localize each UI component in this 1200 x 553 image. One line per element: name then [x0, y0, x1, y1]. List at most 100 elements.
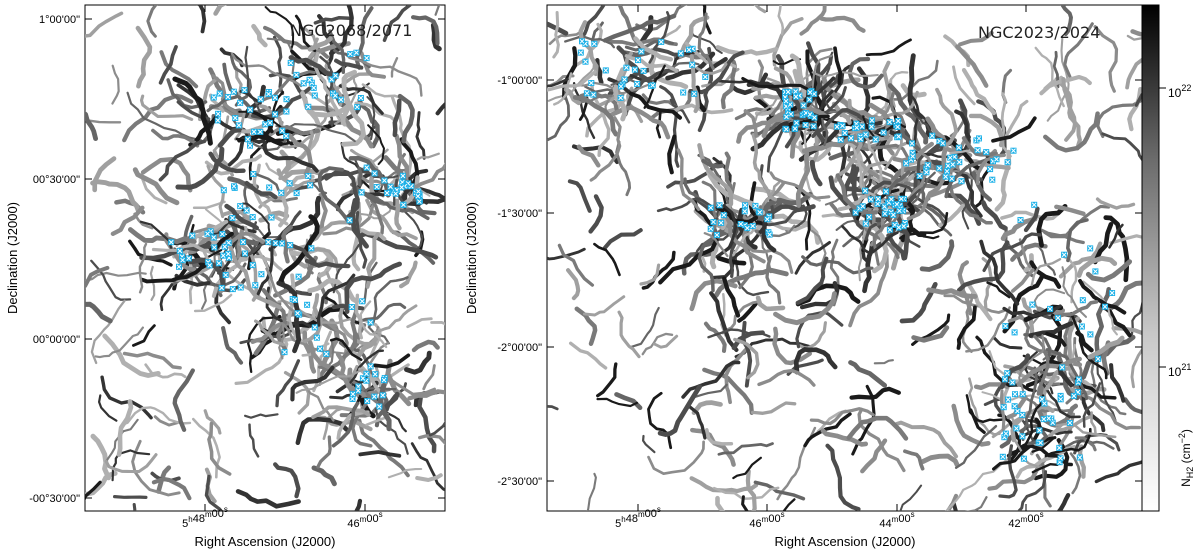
source-marker-cross	[834, 124, 840, 130]
filament-segment	[659, 85, 680, 168]
source-marker-cross	[1012, 403, 1017, 409]
filament-segment	[1023, 206, 1040, 233]
filament-segment	[158, 45, 178, 85]
source-marker-cross	[368, 364, 373, 369]
left-y-tick-label: 00°00'00"	[33, 334, 80, 346]
filament-segment	[341, 98, 366, 147]
source-marker-cross	[859, 124, 865, 129]
filament-segment	[116, 399, 134, 457]
source-marker-cross	[1003, 323, 1008, 329]
filament-segment	[954, 109, 971, 140]
filament-segment	[234, 66, 243, 96]
filament-segment	[737, 302, 758, 323]
source-marker-cross	[925, 162, 931, 168]
filament-segment	[208, 151, 246, 174]
filament-segment	[102, 333, 161, 378]
source-marker-cross	[347, 217, 353, 223]
filament-segment	[1016, 356, 1082, 387]
filament-segment	[113, 495, 148, 499]
filament-segment	[367, 124, 385, 166]
filament-segment	[578, 5, 606, 39]
filament-segment	[244, 413, 279, 419]
filament-segment	[795, 151, 811, 208]
source-marker-cross	[350, 396, 355, 402]
source-marker-cross	[1021, 456, 1027, 462]
source-marker-cross	[689, 62, 695, 68]
filament-segment	[397, 93, 415, 144]
filament-segment	[986, 281, 1011, 299]
source-marker-cross	[945, 163, 951, 169]
filament-segment	[85, 110, 98, 141]
source-marker-cross	[219, 231, 225, 237]
source-marker-cross	[718, 220, 724, 226]
filament-segment	[1130, 299, 1142, 342]
filament-segment	[647, 391, 673, 450]
filament-segment	[172, 368, 195, 432]
source-marker-cross	[272, 111, 278, 117]
filament-segment	[235, 489, 301, 509]
source-marker-cross	[247, 143, 253, 148]
filament-segment	[1029, 260, 1062, 289]
filament-segment	[255, 70, 316, 105]
filament-segment	[722, 204, 738, 251]
filament-segment	[960, 172, 983, 218]
left-y-tick-label: -00°30'00"	[29, 493, 80, 505]
filament-segment	[723, 206, 758, 226]
source-marker-cross	[875, 201, 880, 207]
filament-segment	[85, 480, 102, 502]
source-marker-cross	[1001, 404, 1007, 410]
source-marker-cross	[1019, 412, 1025, 418]
source-marker-cross	[811, 123, 816, 129]
source-marker-cross	[1012, 330, 1017, 335]
source-marker-cross	[231, 89, 237, 95]
filament-segment	[956, 305, 977, 350]
source-marker-cross	[1000, 454, 1006, 460]
source-marker-cross	[896, 134, 902, 139]
filament-segment	[582, 295, 626, 317]
filament-segment	[357, 418, 410, 478]
source-marker-cross	[956, 145, 962, 151]
source-marker-cross	[1005, 159, 1010, 165]
source-marker-cross	[624, 65, 629, 71]
source-marker-cross	[252, 282, 258, 288]
filament-segment	[277, 214, 320, 285]
source-marker-cross	[1010, 380, 1015, 385]
filament-segment	[862, 240, 875, 294]
filament-segment	[547, 70, 597, 92]
colorbar-gradient	[1141, 4, 1160, 512]
filament-segment	[848, 253, 889, 328]
filament-segment	[833, 46, 843, 85]
filament-segment	[295, 368, 364, 394]
filament-segment	[586, 472, 597, 511]
source-marker-cross	[894, 201, 900, 207]
filament-segment	[1005, 99, 1029, 137]
filament-segment	[761, 219, 777, 253]
filament-segment	[265, 267, 297, 314]
filament-segment	[354, 293, 363, 340]
filament-segment	[365, 232, 380, 289]
filament-segment	[799, 281, 840, 310]
source-marker-cross	[708, 226, 714, 232]
filament-segment	[307, 278, 360, 304]
filament-segment	[1023, 253, 1035, 273]
source-marker-cross	[399, 185, 404, 190]
source-marker-cross	[354, 104, 360, 110]
filament-segment	[283, 371, 311, 415]
source-marker-cross	[1002, 376, 1008, 382]
filament-segment	[349, 190, 384, 204]
filament-segment	[404, 350, 432, 375]
filament-segment	[1087, 335, 1125, 360]
filament-segment	[667, 134, 677, 175]
filament-segment	[630, 306, 660, 348]
filament-segment	[547, 404, 559, 411]
filament-segment	[140, 262, 206, 284]
filament-segment	[980, 200, 1008, 231]
filament-segment	[847, 57, 884, 90]
filament-segment	[1096, 350, 1117, 422]
filament-segment	[340, 69, 357, 126]
filament-segment	[135, 25, 153, 89]
filament-segment	[799, 5, 827, 36]
filament-segment	[85, 116, 122, 124]
filament-segment	[750, 401, 797, 415]
source-marker-cross	[784, 114, 789, 120]
